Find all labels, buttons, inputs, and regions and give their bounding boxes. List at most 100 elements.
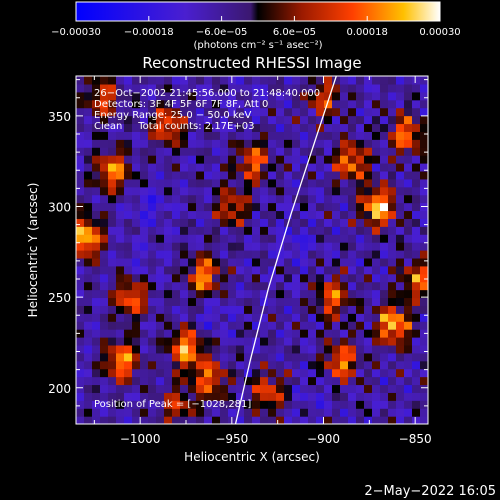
heatmap-cell xyxy=(308,408,317,417)
heatmap-cell xyxy=(276,107,285,117)
heatmap-cell xyxy=(244,139,253,148)
heatmap-cell xyxy=(164,337,173,346)
heatmap-cell xyxy=(204,400,213,409)
heatmap-cell xyxy=(76,83,85,93)
heatmap-cell xyxy=(364,186,373,196)
heatmap-cell xyxy=(388,313,397,322)
heatmap-cell xyxy=(148,242,157,251)
heatmap-cell xyxy=(372,242,381,251)
heatmap-cell xyxy=(372,186,381,196)
heatmap-cell xyxy=(108,242,117,251)
heatmap-cell xyxy=(204,273,213,283)
heatmap-cell xyxy=(388,408,397,417)
heatmap-cell xyxy=(420,408,428,417)
heatmap-cell xyxy=(212,115,221,125)
heatmap-cell xyxy=(420,313,428,322)
heatmap-cell xyxy=(268,400,277,409)
heatmap-cell xyxy=(236,376,245,386)
heatmap-cell xyxy=(332,305,341,314)
heatmap-cell xyxy=(164,115,173,125)
heatmap-cell xyxy=(356,250,365,259)
heatmap-cell xyxy=(252,234,261,243)
heatmap-cell xyxy=(268,91,277,101)
heatmap-cell xyxy=(148,265,157,275)
heatmap-cell xyxy=(348,273,357,283)
heatmap-cell xyxy=(388,376,397,386)
heatmap-cell xyxy=(252,210,261,219)
heatmap-cell xyxy=(268,360,277,370)
heatmap-cell xyxy=(244,281,253,291)
heatmap-cell xyxy=(276,368,285,378)
heatmap-cell xyxy=(372,202,381,212)
heatmap-cell xyxy=(284,76,293,85)
heatmap-cell xyxy=(412,91,421,101)
heatmap-cell xyxy=(180,210,189,219)
heatmap-cell xyxy=(388,337,397,346)
heatmap-cell xyxy=(388,289,397,299)
heatmap-cell xyxy=(252,115,261,125)
heatmap-cell xyxy=(236,242,245,251)
heatmap-cell xyxy=(156,368,165,378)
heatmap-cell xyxy=(172,147,181,156)
heatmap-cell xyxy=(164,170,173,180)
heatmap-cell xyxy=(340,131,349,140)
heatmap-cell xyxy=(332,99,341,109)
heatmap-cell xyxy=(84,202,93,212)
heatmap-cell xyxy=(412,83,421,93)
heatmap-cell xyxy=(100,147,109,156)
heatmap-cell xyxy=(204,234,213,243)
heatmap-cell xyxy=(84,83,93,93)
heatmap-cell xyxy=(268,408,277,417)
heatmap-cell xyxy=(380,83,389,93)
heatmap-cell xyxy=(92,147,101,156)
heatmap-cell xyxy=(340,163,349,172)
heatmap-cell xyxy=(228,281,237,291)
heatmap-cell xyxy=(116,218,125,227)
heatmap-cell xyxy=(156,107,165,117)
heatmap-cell xyxy=(228,329,237,338)
heatmap-cell xyxy=(396,384,405,393)
heatmap-cell xyxy=(172,186,181,196)
heatmap-cell xyxy=(220,91,229,101)
heatmap-cell xyxy=(116,416,125,424)
heatmap-cell xyxy=(276,257,285,267)
heatmap-cell xyxy=(268,170,277,180)
heatmap-cell xyxy=(76,123,85,132)
heatmap-cell xyxy=(124,344,133,354)
heatmap-cell xyxy=(92,368,101,378)
heatmap-cell xyxy=(364,250,373,259)
heatmap-cell xyxy=(340,91,349,101)
heatmap-cell xyxy=(300,250,309,259)
heatmap-cell xyxy=(244,400,253,409)
heatmap-cell xyxy=(148,194,157,204)
heatmap-cell xyxy=(180,408,189,417)
heatmap-cell xyxy=(268,344,277,354)
heatmap-cell xyxy=(164,210,173,219)
heatmap-cell xyxy=(324,131,333,140)
heatmap-cell xyxy=(404,170,413,180)
heatmap-cell xyxy=(124,218,133,227)
heatmap-cell xyxy=(340,376,349,386)
heatmap-cell xyxy=(372,76,381,85)
heatmap-cell xyxy=(84,163,93,172)
heatmap-cell xyxy=(244,344,253,354)
heatmap-cell xyxy=(276,250,285,259)
heatmap-cell xyxy=(372,178,381,188)
heatmap-cell xyxy=(84,344,93,354)
heatmap-cell xyxy=(300,107,309,117)
heatmap-cell xyxy=(252,360,261,370)
heatmap-cell xyxy=(164,163,173,172)
heatmap-cell xyxy=(276,131,285,140)
heatmap-cell xyxy=(188,321,197,330)
heatmap-cell xyxy=(260,281,269,291)
heatmap-cell xyxy=(364,242,373,251)
heatmap-cell xyxy=(356,91,365,101)
annotation-clean-counts: Clean Total counts: 2.17E+03 xyxy=(94,121,254,132)
heatmap-cell xyxy=(316,321,325,330)
heatmap-cell xyxy=(116,234,125,243)
heatmap-cell xyxy=(180,416,189,424)
heatmap-cell xyxy=(140,218,149,227)
heatmap-cell xyxy=(172,265,181,275)
heatmap-cell xyxy=(300,281,309,291)
heatmap-cell xyxy=(244,99,253,109)
